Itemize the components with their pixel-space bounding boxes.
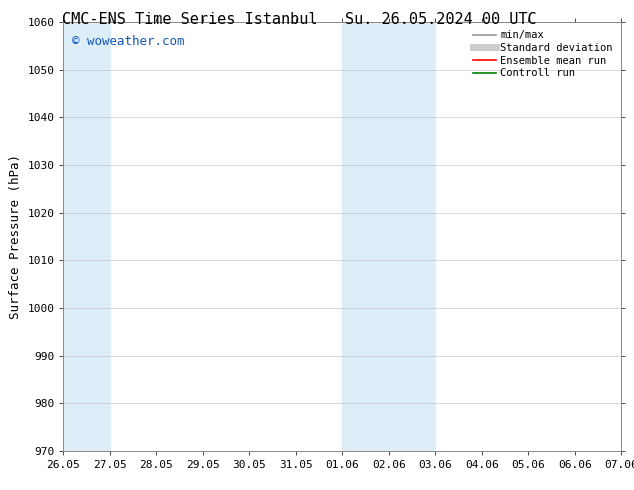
Legend: min/max, Standard deviation, Ensemble mean run, Controll run: min/max, Standard deviation, Ensemble me… [470,27,616,81]
Title: CMC-ENS Time Series Istanbul    Su. 26.05.2024 00 UTC: CMC-ENS Time Series Istanbul Su. 26.05.2… [0,489,1,490]
Y-axis label: Surface Pressure (hPa): Surface Pressure (hPa) [9,154,22,319]
Text: CMC-ENS Time Series Istanbul: CMC-ENS Time Series Istanbul [63,12,318,27]
Bar [342,22,389,451]
Bar [63,22,110,451]
Text: Su. 26.05.2024 00 UTC: Su. 26.05.2024 00 UTC [345,12,536,27]
Text: © woweather.com: © woweather.com [72,35,184,48]
Bar [389,22,436,451]
